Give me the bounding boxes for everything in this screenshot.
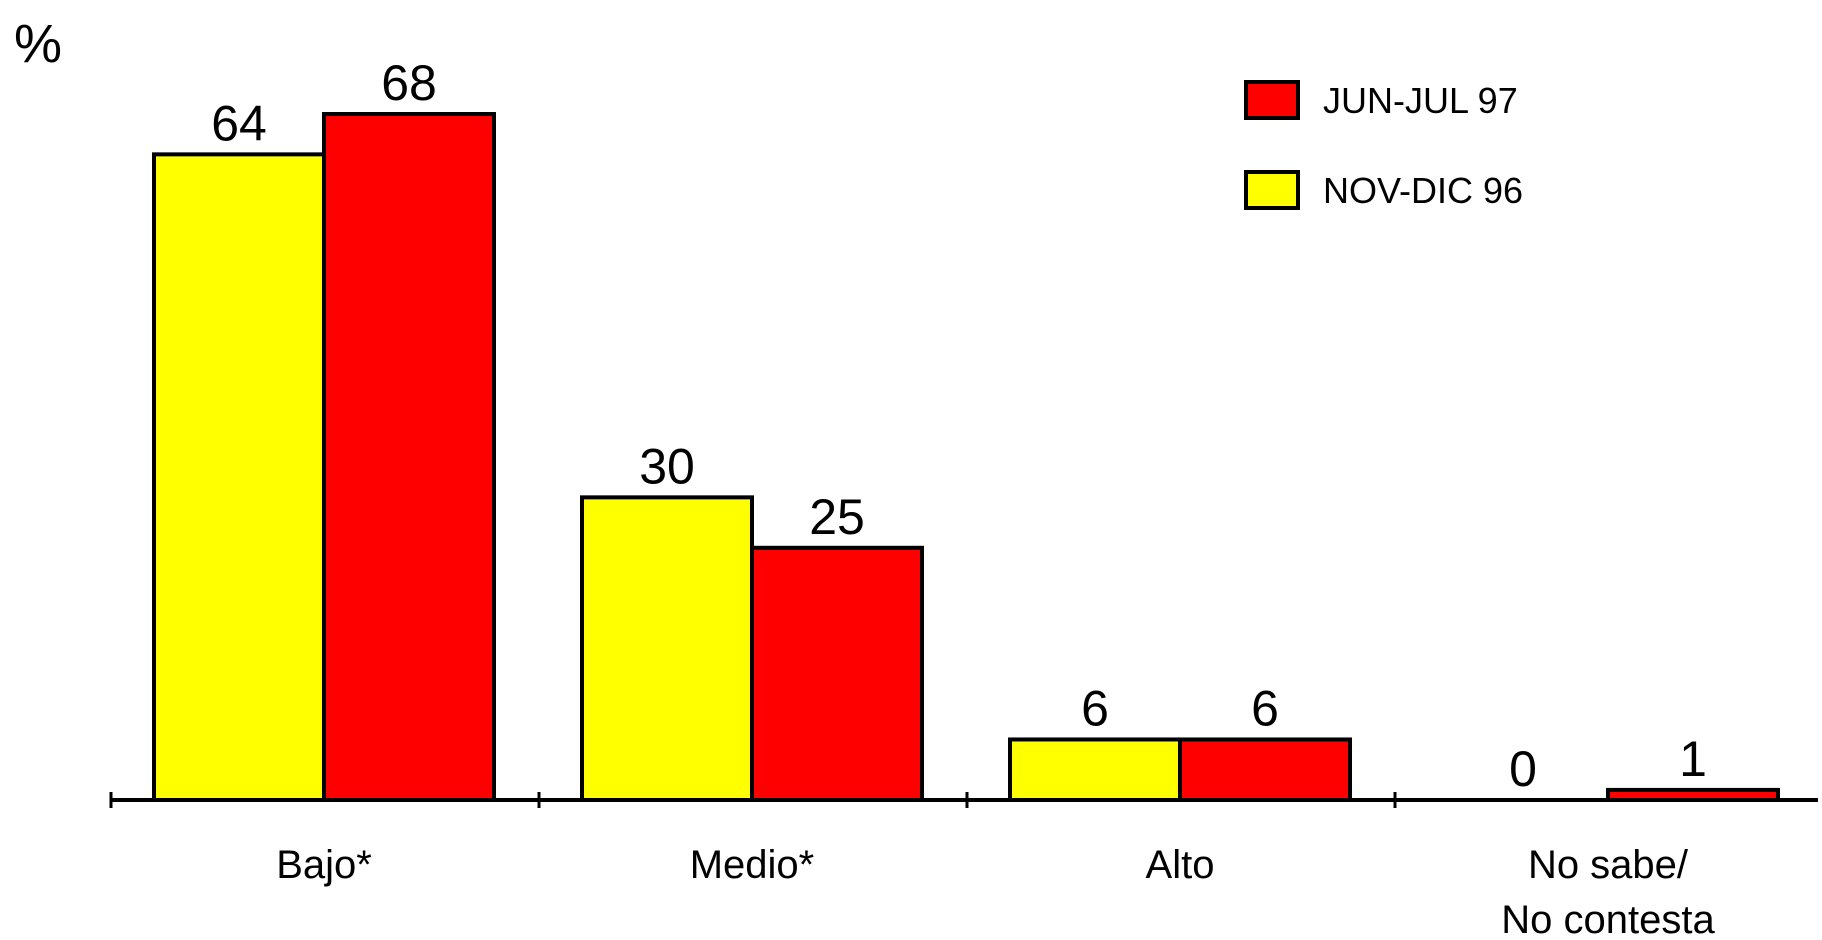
bar-jun-jul-97-2 — [1178, 737, 1352, 802]
bar-nov-dic-96-1 — [580, 495, 754, 802]
category-labels: Bajo* Medio* Alto No sabe/No contesta — [276, 843, 1715, 940]
value-label: 1 — [1679, 731, 1707, 787]
bars-layer — [152, 112, 1780, 803]
category-label: Alto — [1146, 843, 1215, 887]
legend-swatch-nov-dic-96 — [1244, 170, 1300, 210]
bar-jun-jul-97-0 — [322, 112, 496, 802]
value-label: 6 — [1081, 680, 1109, 736]
value-label: 68 — [381, 55, 437, 111]
category-label: No sabe/ — [1528, 843, 1689, 887]
legend-label: JUN-JUL 97 — [1323, 80, 1518, 121]
value-labels: 64 30 6 0 68 25 6 1 — [211, 55, 1707, 797]
unit-label: % — [14, 14, 62, 74]
bar-jun-jul-97-1 — [750, 545, 924, 803]
category-label: Bajo* — [276, 843, 372, 887]
value-label: 25 — [809, 489, 865, 545]
value-label: 30 — [639, 438, 695, 494]
value-label: 6 — [1251, 680, 1279, 736]
x-axis — [109, 792, 1818, 808]
legend-swatch-jun-jul-97 — [1244, 80, 1300, 120]
value-label: 0 — [1509, 741, 1537, 797]
legend: JUN-JUL 97 NOV-DIC 96 — [1244, 80, 1523, 211]
category-label: No contesta — [1501, 898, 1715, 940]
category-label: Medio* — [690, 843, 815, 887]
value-label: 64 — [211, 95, 267, 151]
bar-nov-dic-96-0 — [152, 152, 326, 802]
legend-label: NOV-DIC 96 — [1323, 170, 1523, 211]
bar-nov-dic-96-2 — [1008, 737, 1182, 802]
